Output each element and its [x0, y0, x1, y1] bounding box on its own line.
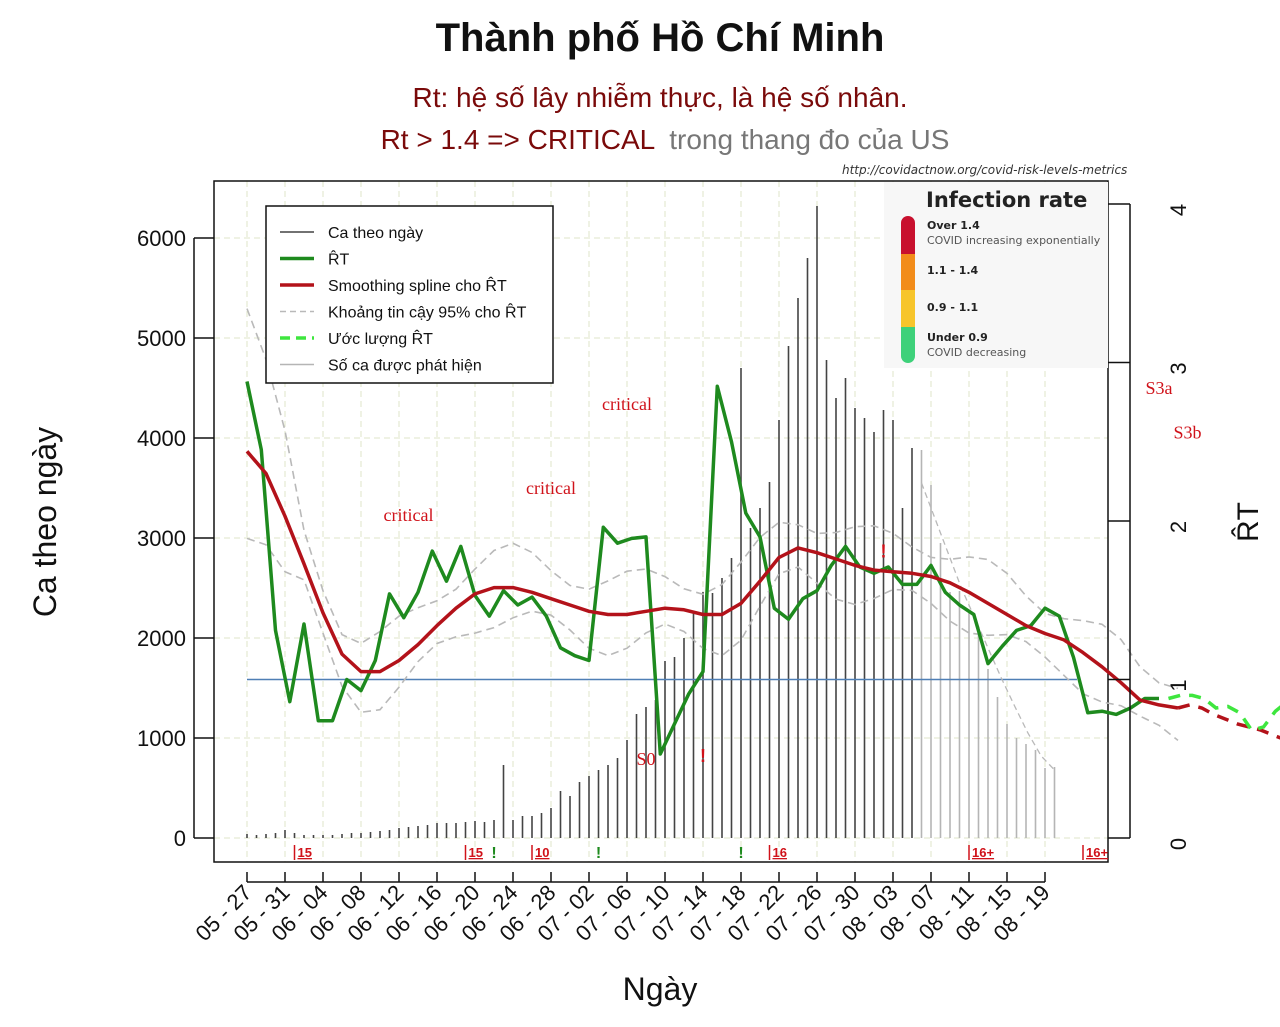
y-tick-label: 0 [174, 826, 186, 851]
date-flag-label: 15 [469, 845, 483, 860]
risk-bar-yellow [901, 290, 915, 327]
legend-box [265, 205, 554, 384]
warning-marker: ! [700, 746, 706, 766]
annotation-label: critical [384, 505, 434, 525]
us-scale-text: trong thang đo của US [669, 124, 950, 155]
annotation-label: critical [602, 394, 652, 414]
y2-axis-label: R̂T [1232, 502, 1265, 542]
green-flag-marker: ! [596, 845, 601, 862]
risk-level-desc: COVID decreasing [927, 346, 1027, 359]
annotation-label: S3a [1146, 378, 1173, 398]
y-tick-label: 6000 [137, 226, 186, 251]
y-axis-label: Ca theo ngày [27, 427, 63, 617]
risk-bar-green [901, 327, 915, 363]
annotation-label: S3b [1173, 423, 1201, 443]
ci-upper-line [246, 308, 1179, 690]
rt-estimate-line [1168, 693, 1280, 733]
y2-tick-label: 3 [1166, 362, 1191, 374]
y-tick-label: 3000 [137, 526, 186, 551]
chart-subtitle-line2: Rt > 1.4 => CRITICAL trong thang đo của U… [0, 124, 1280, 156]
ci-lower-line [246, 537, 1179, 742]
y2-tick-label: 2 [1166, 521, 1191, 533]
chart-title: Thành phố Hồ Chí Minh [435, 16, 885, 60]
date-flag-label: 16+ [972, 845, 994, 860]
date-flag-label: 16 [773, 845, 787, 860]
y-tick-label: 5000 [137, 326, 186, 351]
y2-tick-label: 0 [1166, 838, 1191, 850]
risk-bar-red [901, 216, 915, 254]
legend-label: R̂T [328, 249, 350, 269]
risk-level-label: 0.9 - 1.1 [927, 301, 979, 314]
y2-tick-label: 4 [1166, 204, 1191, 216]
y2-tick-label: 1 [1166, 679, 1191, 691]
risk-level-label: Under 0.9 [927, 331, 988, 344]
legend-label: Ca theo ngày [328, 225, 423, 242]
legend-label: Smoothing spline cho R̂T [328, 275, 507, 295]
rt-series-line [245, 381, 1159, 756]
x-axis-label: Ngày [623, 971, 698, 1007]
y-tick-label: 1000 [137, 726, 186, 751]
risk-level-label: 1.1 - 1.4 [927, 264, 979, 277]
y-tick-label: 2000 [137, 626, 186, 651]
risk-bar-orange [901, 254, 915, 290]
annotation-label: S0 [636, 749, 655, 769]
risk-level-label: Over 1.4 [927, 219, 980, 232]
legend-label: Ước lượng R̂T [328, 328, 433, 348]
source-url[interactable]: http://covidactnow.org/covid-risk-levels… [842, 163, 1128, 177]
legend-label: Khoảng tin cậy 95% cho R̂T [328, 302, 527, 322]
spline-series-line [245, 450, 1179, 710]
date-flag-label: 10 [535, 845, 549, 860]
y-tick-label: 4000 [137, 426, 186, 451]
critical-threshold-text: Rt > 1.4 => CRITICAL [380, 124, 656, 155]
chart-legend: Ca theo ngày R̂T Smoothing spline cho R̂T K… [265, 205, 554, 384]
detected-projection-line [920, 482, 1055, 771]
date-flag-label: 16+ [1086, 845, 1108, 860]
chart-subtitle-line1: Rt: hệ số lây nhiễm thực, là hệ số nhân. [412, 82, 908, 113]
date-flag-label: 15 [298, 845, 312, 860]
warning-marker: ! [881, 541, 887, 561]
infection-rate-title: Infection rate [926, 188, 1088, 212]
infection-rate-panel: Infection rate Over 1.4 COVID increasing… [884, 182, 1108, 368]
annotation-label: critical [526, 478, 576, 498]
spline-estimate-line [1177, 703, 1280, 740]
risk-level-desc: COVID increasing exponentially [927, 234, 1101, 247]
green-flag-marker: ! [491, 845, 496, 862]
legend-label: Số ca được phát hiện [328, 358, 482, 375]
green-flag-marker: ! [738, 845, 743, 862]
